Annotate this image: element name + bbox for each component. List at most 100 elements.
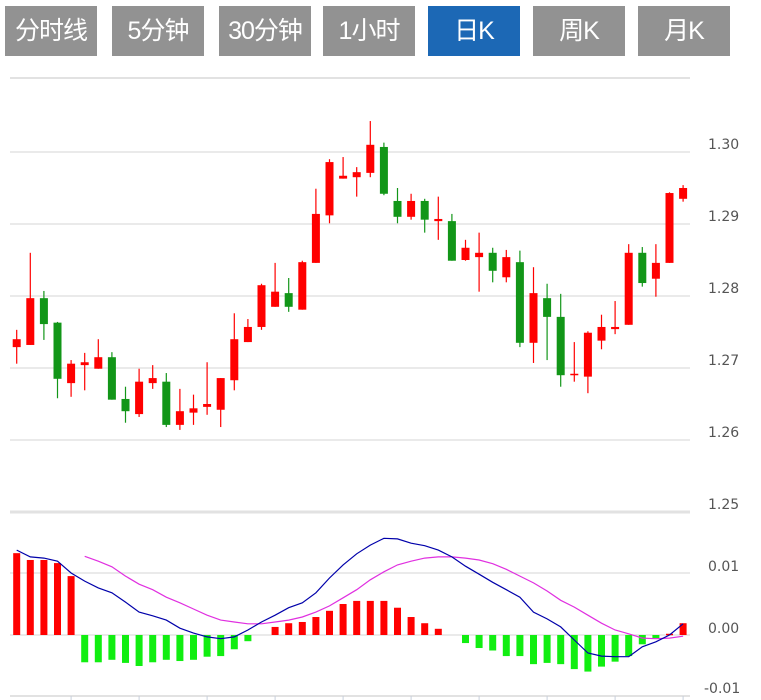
macd-histogram-bar <box>598 635 605 667</box>
candle-body <box>80 362 89 366</box>
price-axis-label: 1.28 <box>708 281 739 297</box>
candle-body <box>243 326 252 343</box>
tab-2[interactable]: 30分钟 <box>219 6 311 56</box>
candle <box>39 290 48 340</box>
candle <box>407 193 416 220</box>
macd-histogram-bar <box>380 600 388 635</box>
price-axis-label: 1.29 <box>708 209 739 225</box>
candle-body <box>543 298 552 317</box>
macd-histogram-bar <box>244 635 252 642</box>
candle <box>339 157 348 179</box>
candle-body <box>121 398 130 412</box>
macd-histogram-bar <box>298 621 306 635</box>
candle-body <box>339 175 348 179</box>
candle-body <box>679 188 688 199</box>
candle-body <box>515 262 524 343</box>
macd-histogram-bar <box>394 607 401 635</box>
macd-histogram-bar <box>312 617 320 635</box>
candle-body <box>67 363 76 384</box>
candle <box>488 247 497 283</box>
candle <box>583 331 592 394</box>
candle-body <box>529 293 538 343</box>
candle-body <box>271 291 280 307</box>
candle-body <box>53 322 62 379</box>
candle <box>148 365 157 389</box>
candle-body <box>447 221 456 261</box>
macd-histogram-bar <box>230 635 238 650</box>
candle-body <box>311 213 320 263</box>
macd-histogram-bar <box>26 559 34 635</box>
macd-histogram-bar <box>462 635 469 644</box>
macd-histogram-bar <box>530 635 537 665</box>
candle <box>475 232 484 292</box>
macd-histogram-bar <box>162 635 170 660</box>
candle-body <box>175 411 184 425</box>
macd-histogram-bar <box>489 635 497 651</box>
candle-body <box>162 381 171 425</box>
tab-4[interactable]: 日K <box>428 6 520 56</box>
candle-body <box>393 200 402 217</box>
macd-histogram-bar <box>611 635 619 662</box>
candle-body <box>420 200 429 220</box>
candle <box>434 196 443 240</box>
candle-body <box>556 316 565 376</box>
macd-histogram-bar <box>353 600 361 635</box>
macd-histogram-bar <box>217 635 225 657</box>
price-axis-label: 1.30 <box>708 137 739 153</box>
tab-1[interactable]: 5分钟 <box>112 6 204 56</box>
candle-body <box>434 218 443 222</box>
candle <box>80 352 89 391</box>
candle-body <box>651 262 660 279</box>
candle-body <box>107 357 116 400</box>
macd-histogram-bar <box>94 635 102 663</box>
dif-line <box>16 537 684 658</box>
tab-6[interactable]: 月K <box>638 6 730 56</box>
macd-histogram-bar <box>421 623 429 635</box>
candle-body <box>216 378 225 410</box>
dea-line <box>84 555 684 640</box>
macd-histogram-bar <box>339 604 347 635</box>
candle <box>284 278 293 312</box>
tab-5[interactable]: 周K <box>533 6 625 56</box>
candle <box>203 362 212 415</box>
candle-body <box>502 257 511 278</box>
macd-histogram-bar <box>40 559 48 635</box>
macd-histogram-bar <box>271 626 279 635</box>
candle <box>556 293 565 387</box>
candle <box>447 213 456 261</box>
candle-body <box>284 293 293 307</box>
candle-body <box>597 326 606 341</box>
candle <box>393 188 402 224</box>
candle-body <box>39 298 48 325</box>
macd-histogram-bar <box>366 600 374 635</box>
macd-histogram-bar <box>54 563 61 635</box>
candle <box>352 167 361 197</box>
candle <box>121 386 130 423</box>
candle <box>624 244 633 325</box>
tab-0[interactable]: 分时线 <box>5 6 97 56</box>
candle-body <box>488 252 497 271</box>
candle-body <box>475 252 484 258</box>
macd-histogram-bar <box>638 635 646 645</box>
candle <box>107 352 116 400</box>
candle <box>366 121 375 178</box>
price-axis-label: 1.27 <box>708 353 739 369</box>
candle-body <box>407 200 416 217</box>
candle <box>243 319 252 343</box>
candle-body <box>148 378 157 384</box>
candle-body <box>638 252 647 284</box>
candle-body <box>230 339 239 381</box>
tab-3[interactable]: 1小时 <box>323 6 415 56</box>
macd-histogram-bar <box>557 635 565 665</box>
candle-body <box>366 144 375 173</box>
candle <box>420 198 429 233</box>
candle-body <box>583 332 592 377</box>
candle-body <box>461 247 470 260</box>
macd-histogram-bar <box>149 635 157 663</box>
macd-histogram-bar <box>67 576 75 635</box>
candle <box>189 394 198 425</box>
candle-body <box>624 252 633 325</box>
candle <box>597 314 606 350</box>
candle <box>638 247 647 287</box>
macd-histogram-bar <box>326 610 333 635</box>
